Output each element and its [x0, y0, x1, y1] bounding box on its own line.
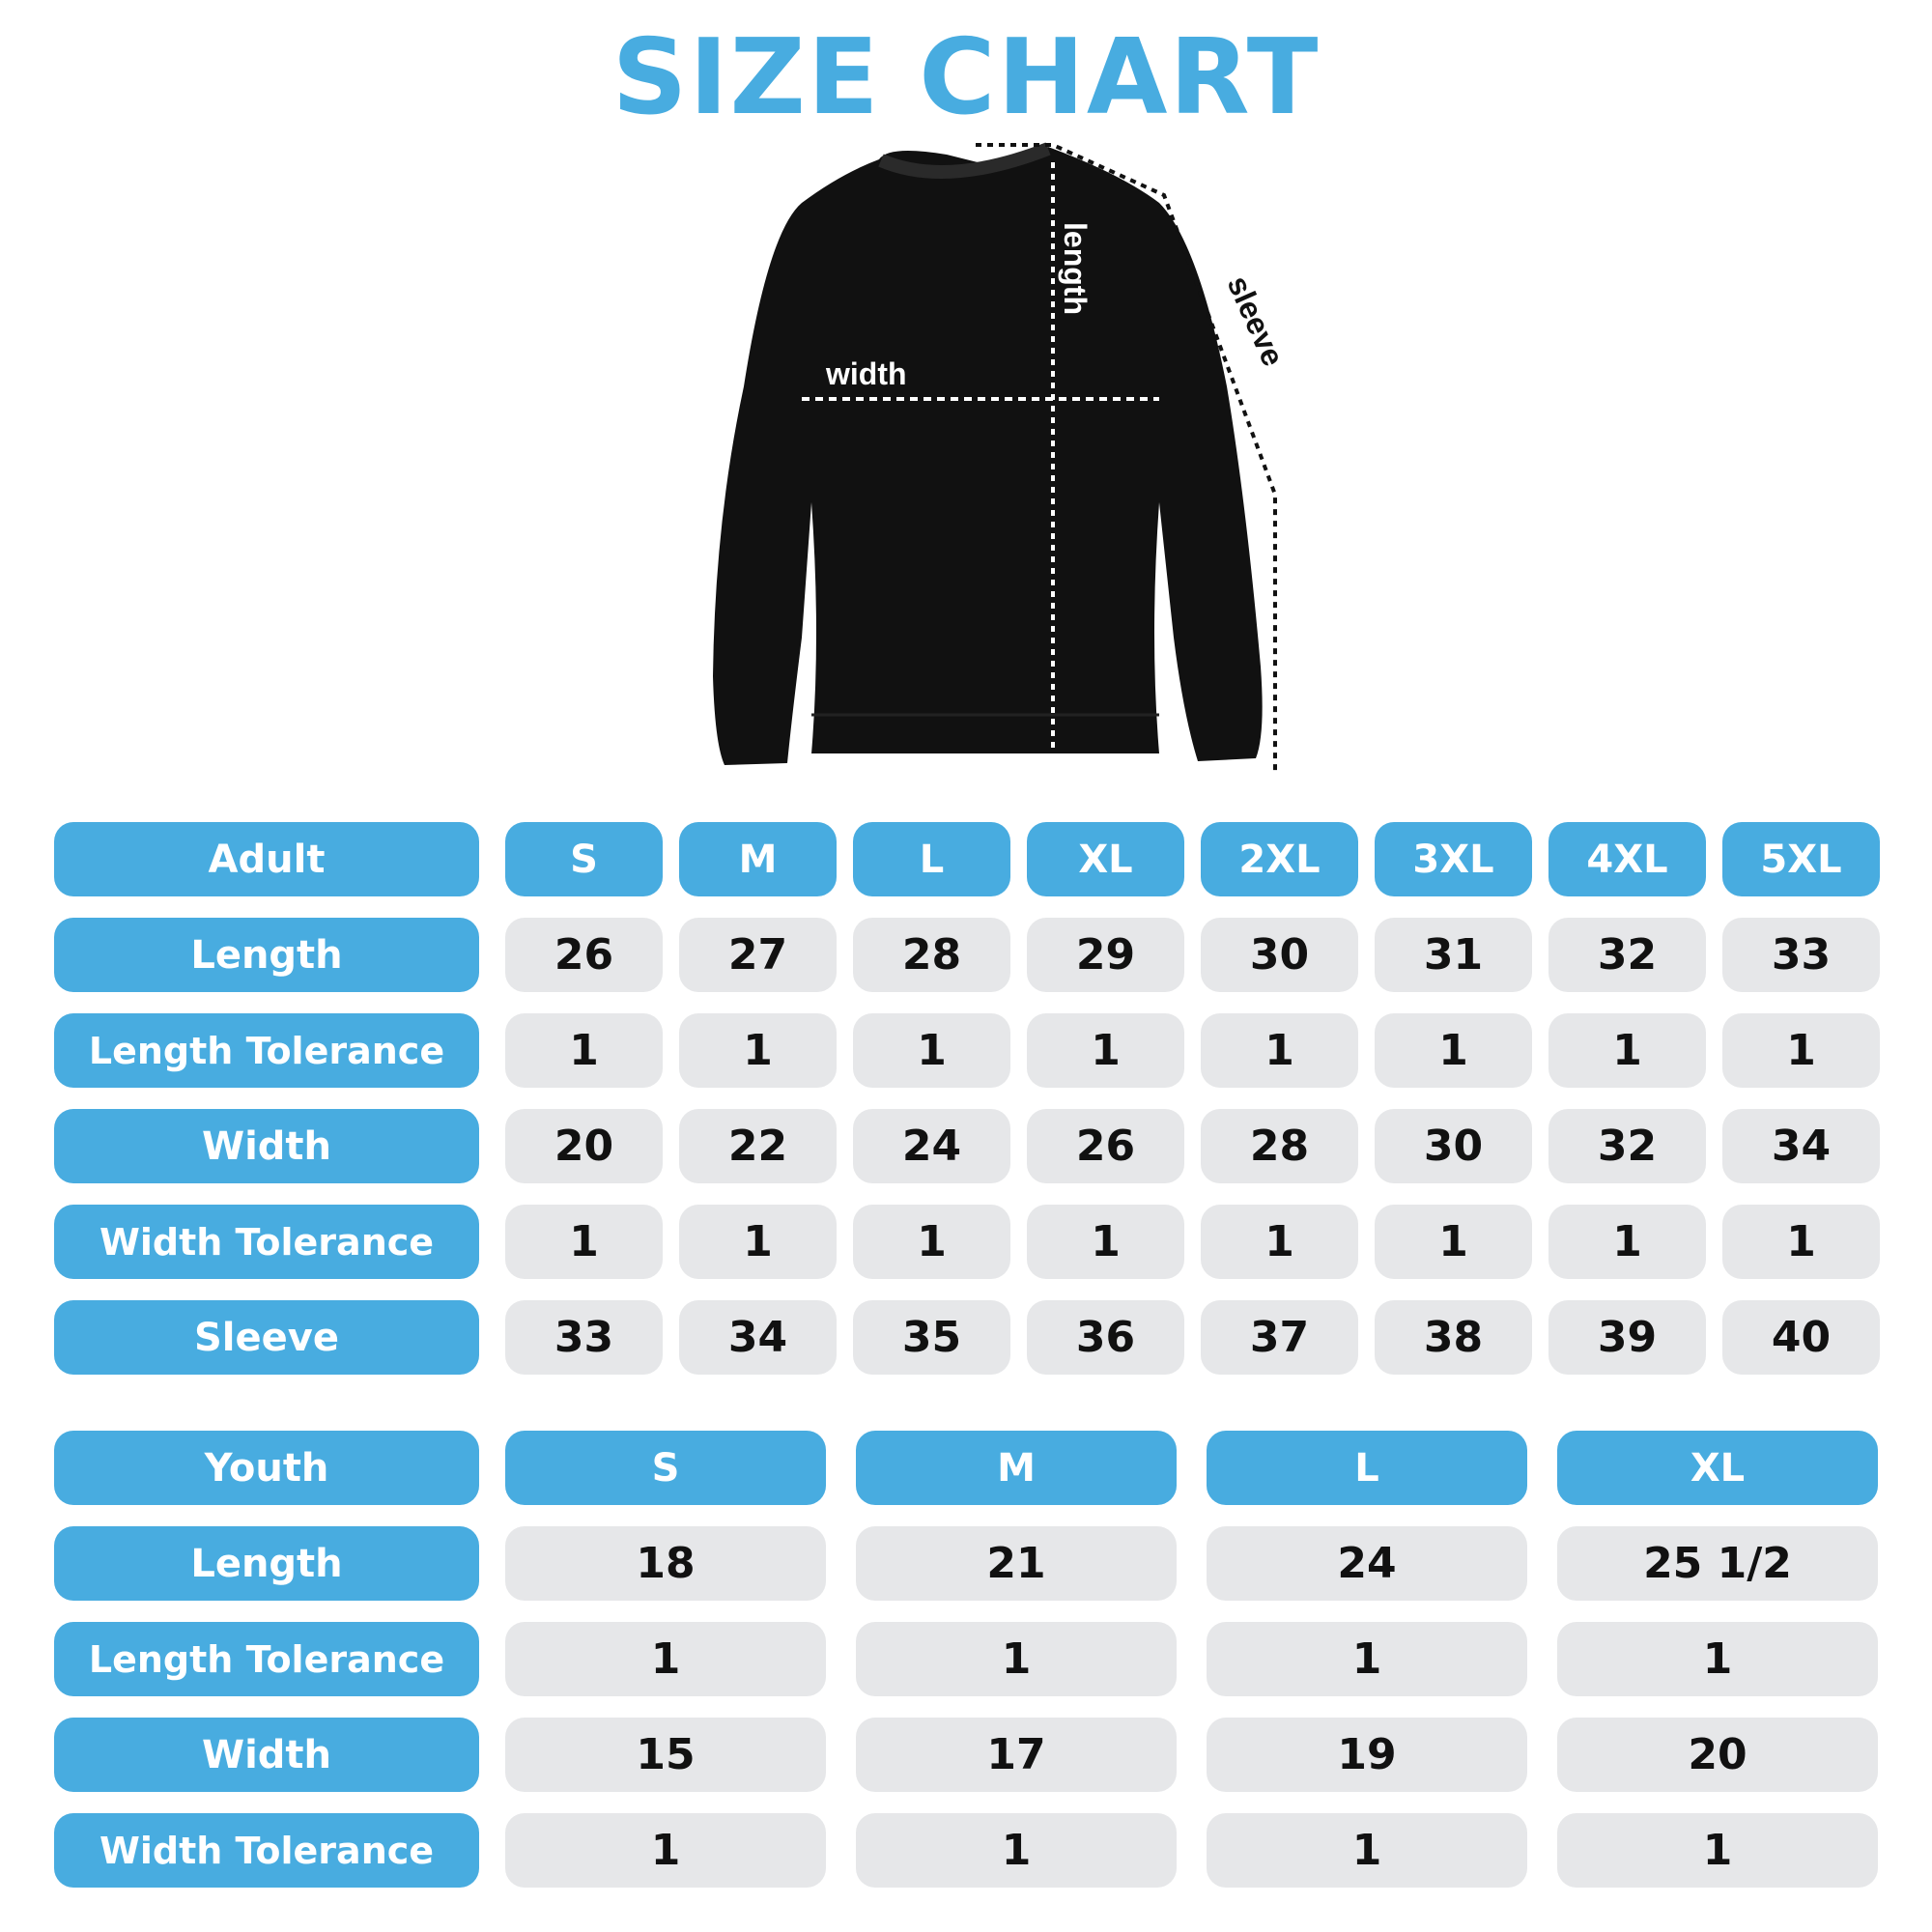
value-cell: 20: [505, 1109, 663, 1183]
row-label: Width: [54, 1718, 479, 1792]
value-cell: 1: [856, 1813, 1177, 1888]
size-header: M: [856, 1431, 1177, 1505]
value-cell: 38: [1375, 1300, 1532, 1375]
value-cell: 1: [679, 1013, 837, 1088]
value-cell: 1: [1027, 1013, 1184, 1088]
value-cell: 26: [505, 918, 663, 992]
size-header: S: [505, 822, 663, 896]
row-label: Length: [54, 918, 479, 992]
value-cell: 17: [856, 1718, 1177, 1792]
value-cell: 29: [1027, 918, 1184, 992]
value-cell: 1: [1207, 1622, 1527, 1696]
value-cell: 15: [505, 1718, 826, 1792]
page-title: SIZE CHART: [611, 17, 1321, 138]
sleeve-label: sleeve: [1221, 270, 1292, 371]
length-label: length: [1058, 222, 1093, 315]
size-header: L: [1207, 1431, 1527, 1505]
row-label: Width Tolerance: [54, 1813, 479, 1888]
value-cell: 1: [505, 1813, 826, 1888]
row-label: Sleeve: [54, 1300, 479, 1375]
value-cell: 1: [505, 1205, 663, 1279]
sweater-collar: [878, 142, 1051, 179]
value-cell: 40: [1722, 1300, 1880, 1375]
value-cell: 1: [1201, 1205, 1358, 1279]
value-cell: 1: [1375, 1205, 1532, 1279]
size-header: S: [505, 1431, 826, 1505]
value-cell: 1: [1375, 1013, 1532, 1088]
value-cell: 24: [1207, 1526, 1527, 1601]
value-cell: 19: [1207, 1718, 1527, 1792]
value-cell: 1: [1548, 1205, 1706, 1279]
value-cell: 1: [505, 1622, 826, 1696]
value-cell: 37: [1201, 1300, 1358, 1375]
value-cell: 32: [1548, 918, 1706, 992]
value-cell: 31: [1375, 918, 1532, 992]
value-cell: 33: [1722, 918, 1880, 992]
value-cell: 1: [1557, 1813, 1878, 1888]
size-header: XL: [1557, 1431, 1878, 1505]
size-header: XL: [1027, 822, 1184, 896]
value-cell: 20: [1557, 1718, 1878, 1792]
value-cell: 1: [1722, 1013, 1880, 1088]
value-cell: 1: [679, 1205, 837, 1279]
row-label: Width Tolerance: [54, 1205, 479, 1279]
value-cell: 21: [856, 1526, 1177, 1601]
value-cell: 1: [505, 1013, 663, 1088]
width-label: width: [825, 356, 907, 391]
row-label: Length Tolerance: [54, 1013, 479, 1088]
value-cell: 34: [1722, 1109, 1880, 1183]
value-cell: 28: [1201, 1109, 1358, 1183]
value-cell: 30: [1375, 1109, 1532, 1183]
row-label: Length: [54, 1526, 479, 1601]
value-cell: 1: [1548, 1013, 1706, 1088]
value-cell: 33: [505, 1300, 663, 1375]
value-cell: 1: [1207, 1813, 1527, 1888]
sweater-diagram: width length sleeve: [713, 142, 1292, 773]
value-cell: 34: [679, 1300, 837, 1375]
value-cell: 35: [853, 1300, 1010, 1375]
value-cell: 22: [679, 1109, 837, 1183]
row-label: Length Tolerance: [54, 1622, 479, 1696]
size-header: 2XL: [1201, 822, 1358, 896]
value-cell: 24: [853, 1109, 1010, 1183]
value-cell: 1: [853, 1013, 1010, 1088]
value-cell: 28: [853, 918, 1010, 992]
value-cell: 26: [1027, 1109, 1184, 1183]
value-cell: 27: [679, 918, 837, 992]
value-cell: 30: [1201, 918, 1358, 992]
size-header: 3XL: [1375, 822, 1532, 896]
size-header: 4XL: [1548, 822, 1706, 896]
sleeve-line: [976, 143, 1277, 773]
value-cell: 1: [1557, 1622, 1878, 1696]
row-label: Width: [54, 1109, 479, 1183]
value-cell: 1: [856, 1622, 1177, 1696]
adult-header-label: Adult: [54, 822, 479, 896]
value-cell: 1: [1201, 1013, 1358, 1088]
value-cell: 36: [1027, 1300, 1184, 1375]
value-cell: 39: [1548, 1300, 1706, 1375]
youth-header-label: Youth: [54, 1431, 479, 1505]
value-cell: 25 1/2: [1557, 1526, 1878, 1601]
value-cell: 32: [1548, 1109, 1706, 1183]
value-cell: 1: [853, 1205, 1010, 1279]
value-cell: 1: [1027, 1205, 1184, 1279]
sweater-body: [713, 147, 1263, 765]
size-header: L: [853, 822, 1010, 896]
value-cell: 18: [505, 1526, 826, 1601]
value-cell: 1: [1722, 1205, 1880, 1279]
size-header: M: [679, 822, 837, 896]
size-header: 5XL: [1722, 822, 1880, 896]
